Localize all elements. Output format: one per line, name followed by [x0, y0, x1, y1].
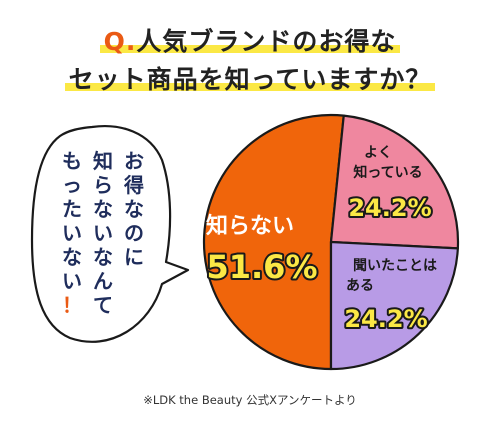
source-footnote: ※LDK the Beauty 公式Xアンケートより — [143, 393, 357, 407]
chart-title-line-1: Q.人気ブランドのお得な — [0, 22, 500, 58]
title-text-2: セット商品を知っていますか？ — [68, 65, 432, 94]
bubble-char: に — [124, 245, 144, 269]
slice-2-value: 24.2% — [348, 194, 431, 222]
slice-1-value: 51.6% — [206, 248, 317, 286]
bubble-char: て — [93, 293, 113, 317]
pie-group — [202, 113, 460, 371]
bubble-char: の — [124, 221, 144, 245]
slice-3-label-line-1: 聞いたことは — [353, 258, 437, 274]
bubble-char: 得 — [123, 173, 144, 197]
bubble-char: い — [93, 221, 113, 245]
bubble-char: な — [93, 245, 113, 269]
chart-title-line-2: セット商品を知っていますか？ — [0, 60, 500, 96]
slice-3-label-line-2: ある — [346, 278, 374, 294]
bubble-char: ん — [93, 269, 113, 293]
pie-slice-2 — [329, 114, 460, 250]
bubble-char: 知 — [93, 149, 113, 173]
title-prefix: Q. — [103, 27, 137, 56]
bubble-char: ！ — [62, 293, 82, 317]
bubble-char: な — [93, 197, 113, 221]
bubble-char: っ — [62, 173, 82, 197]
bubble-char: な — [124, 197, 144, 221]
slice-2-label-line-2: 知っている — [353, 164, 422, 181]
pie-slice-1 — [202, 113, 345, 371]
title-text-1: 人気ブランドのお得な — [136, 27, 397, 56]
bubble-char: い — [62, 269, 82, 293]
pie-slice-3 — [329, 240, 459, 371]
bubble-char: な — [62, 245, 82, 269]
bubble-char: い — [62, 221, 82, 245]
bubble-char: お — [124, 149, 144, 173]
bubble-char: ら — [93, 173, 113, 197]
bubble-char: た — [62, 197, 82, 221]
slice-1-label: 知らない — [206, 213, 294, 239]
bubble-char: も — [62, 149, 82, 173]
slice-2-label-line-1: よく — [364, 145, 392, 161]
slice-3-value: 24.2% — [344, 305, 427, 333]
